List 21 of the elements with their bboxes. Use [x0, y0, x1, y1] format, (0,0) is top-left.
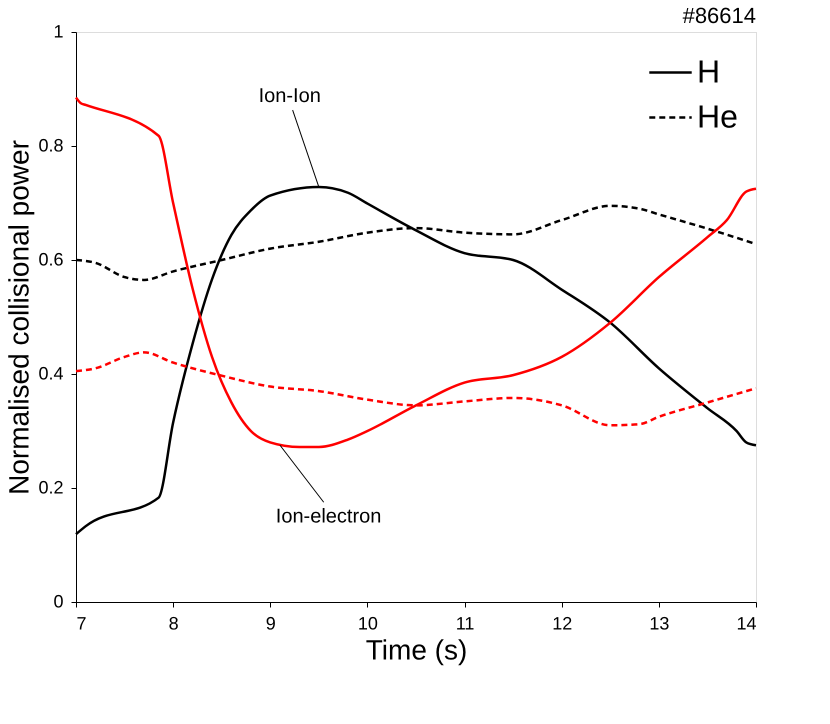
x-tick-label: 11	[456, 614, 474, 634]
y-tick-label: 0.6	[38, 250, 64, 270]
y-tick-label: 0.8	[38, 136, 64, 156]
y-tick-label: 1	[53, 22, 64, 42]
x-tick-label: 13	[649, 614, 670, 634]
text: #86614	[682, 3, 756, 28]
x-tick-label: 10	[358, 614, 378, 634]
x-tick-label: 12	[552, 614, 572, 634]
x-tick-label: 14	[736, 614, 756, 634]
x-tick-label: 7	[76, 614, 87, 634]
y-axis-title: Normalised collisional power	[3, 140, 34, 495]
y-tick-label: 0	[53, 592, 64, 612]
annotation: Ion-electron	[276, 506, 382, 528]
legend-label: He	[697, 98, 738, 134]
annotation: Ion-Ion	[258, 84, 321, 107]
legend-label: H	[697, 54, 720, 90]
x-tick-label: 8	[168, 614, 179, 634]
y-tick-label: 0.2	[38, 478, 64, 498]
y-tick-label: 0.4	[38, 364, 64, 384]
x-tick-label: 9	[266, 614, 276, 634]
x-axis-title: Time (s)	[366, 634, 468, 666]
